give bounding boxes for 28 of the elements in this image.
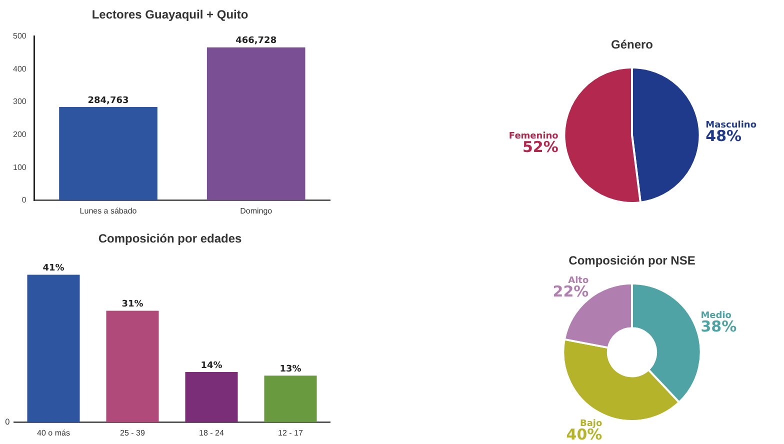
y-tick-label: 200 — [12, 130, 27, 140]
data-label: 13% — [280, 364, 302, 374]
x-tick-label: Domingo — [240, 206, 273, 216]
y-tick-label: 400 — [12, 64, 27, 74]
bar — [264, 376, 317, 422]
slice-label: Bajo — [580, 419, 602, 430]
data-label: 14% — [200, 360, 222, 371]
y-tick-label: 500 — [12, 32, 27, 41]
chart-title: Composición por edades — [98, 232, 242, 246]
data-label: 31% — [122, 300, 144, 310]
y-tick-label: 100 — [12, 162, 27, 172]
x-tick-label: 18 - 24 — [199, 428, 225, 438]
bar — [106, 310, 159, 422]
annotation: 466,728 — [236, 36, 277, 46]
x-tick-label: 40 o más — [37, 428, 70, 438]
annotation: 284,763 — [88, 96, 129, 106]
chart-title: Lectores Guayaquil + Quito — [92, 8, 248, 22]
data-label: 41% — [42, 264, 64, 274]
x-tick-label: 12 - 17 — [278, 428, 304, 438]
x-tick-label: 25 - 39 — [120, 428, 146, 438]
bar — [185, 372, 238, 422]
bar — [27, 274, 80, 422]
text: 0 — [4, 417, 10, 426]
y-tick-label: 0 — [22, 196, 27, 205]
chart-title: Composición por NSE — [568, 254, 696, 268]
y-tick-label: 300 — [12, 97, 27, 106]
x-tick-label: Lunes a sábado — [80, 206, 138, 216]
chart-title: Género — [610, 38, 654, 52]
